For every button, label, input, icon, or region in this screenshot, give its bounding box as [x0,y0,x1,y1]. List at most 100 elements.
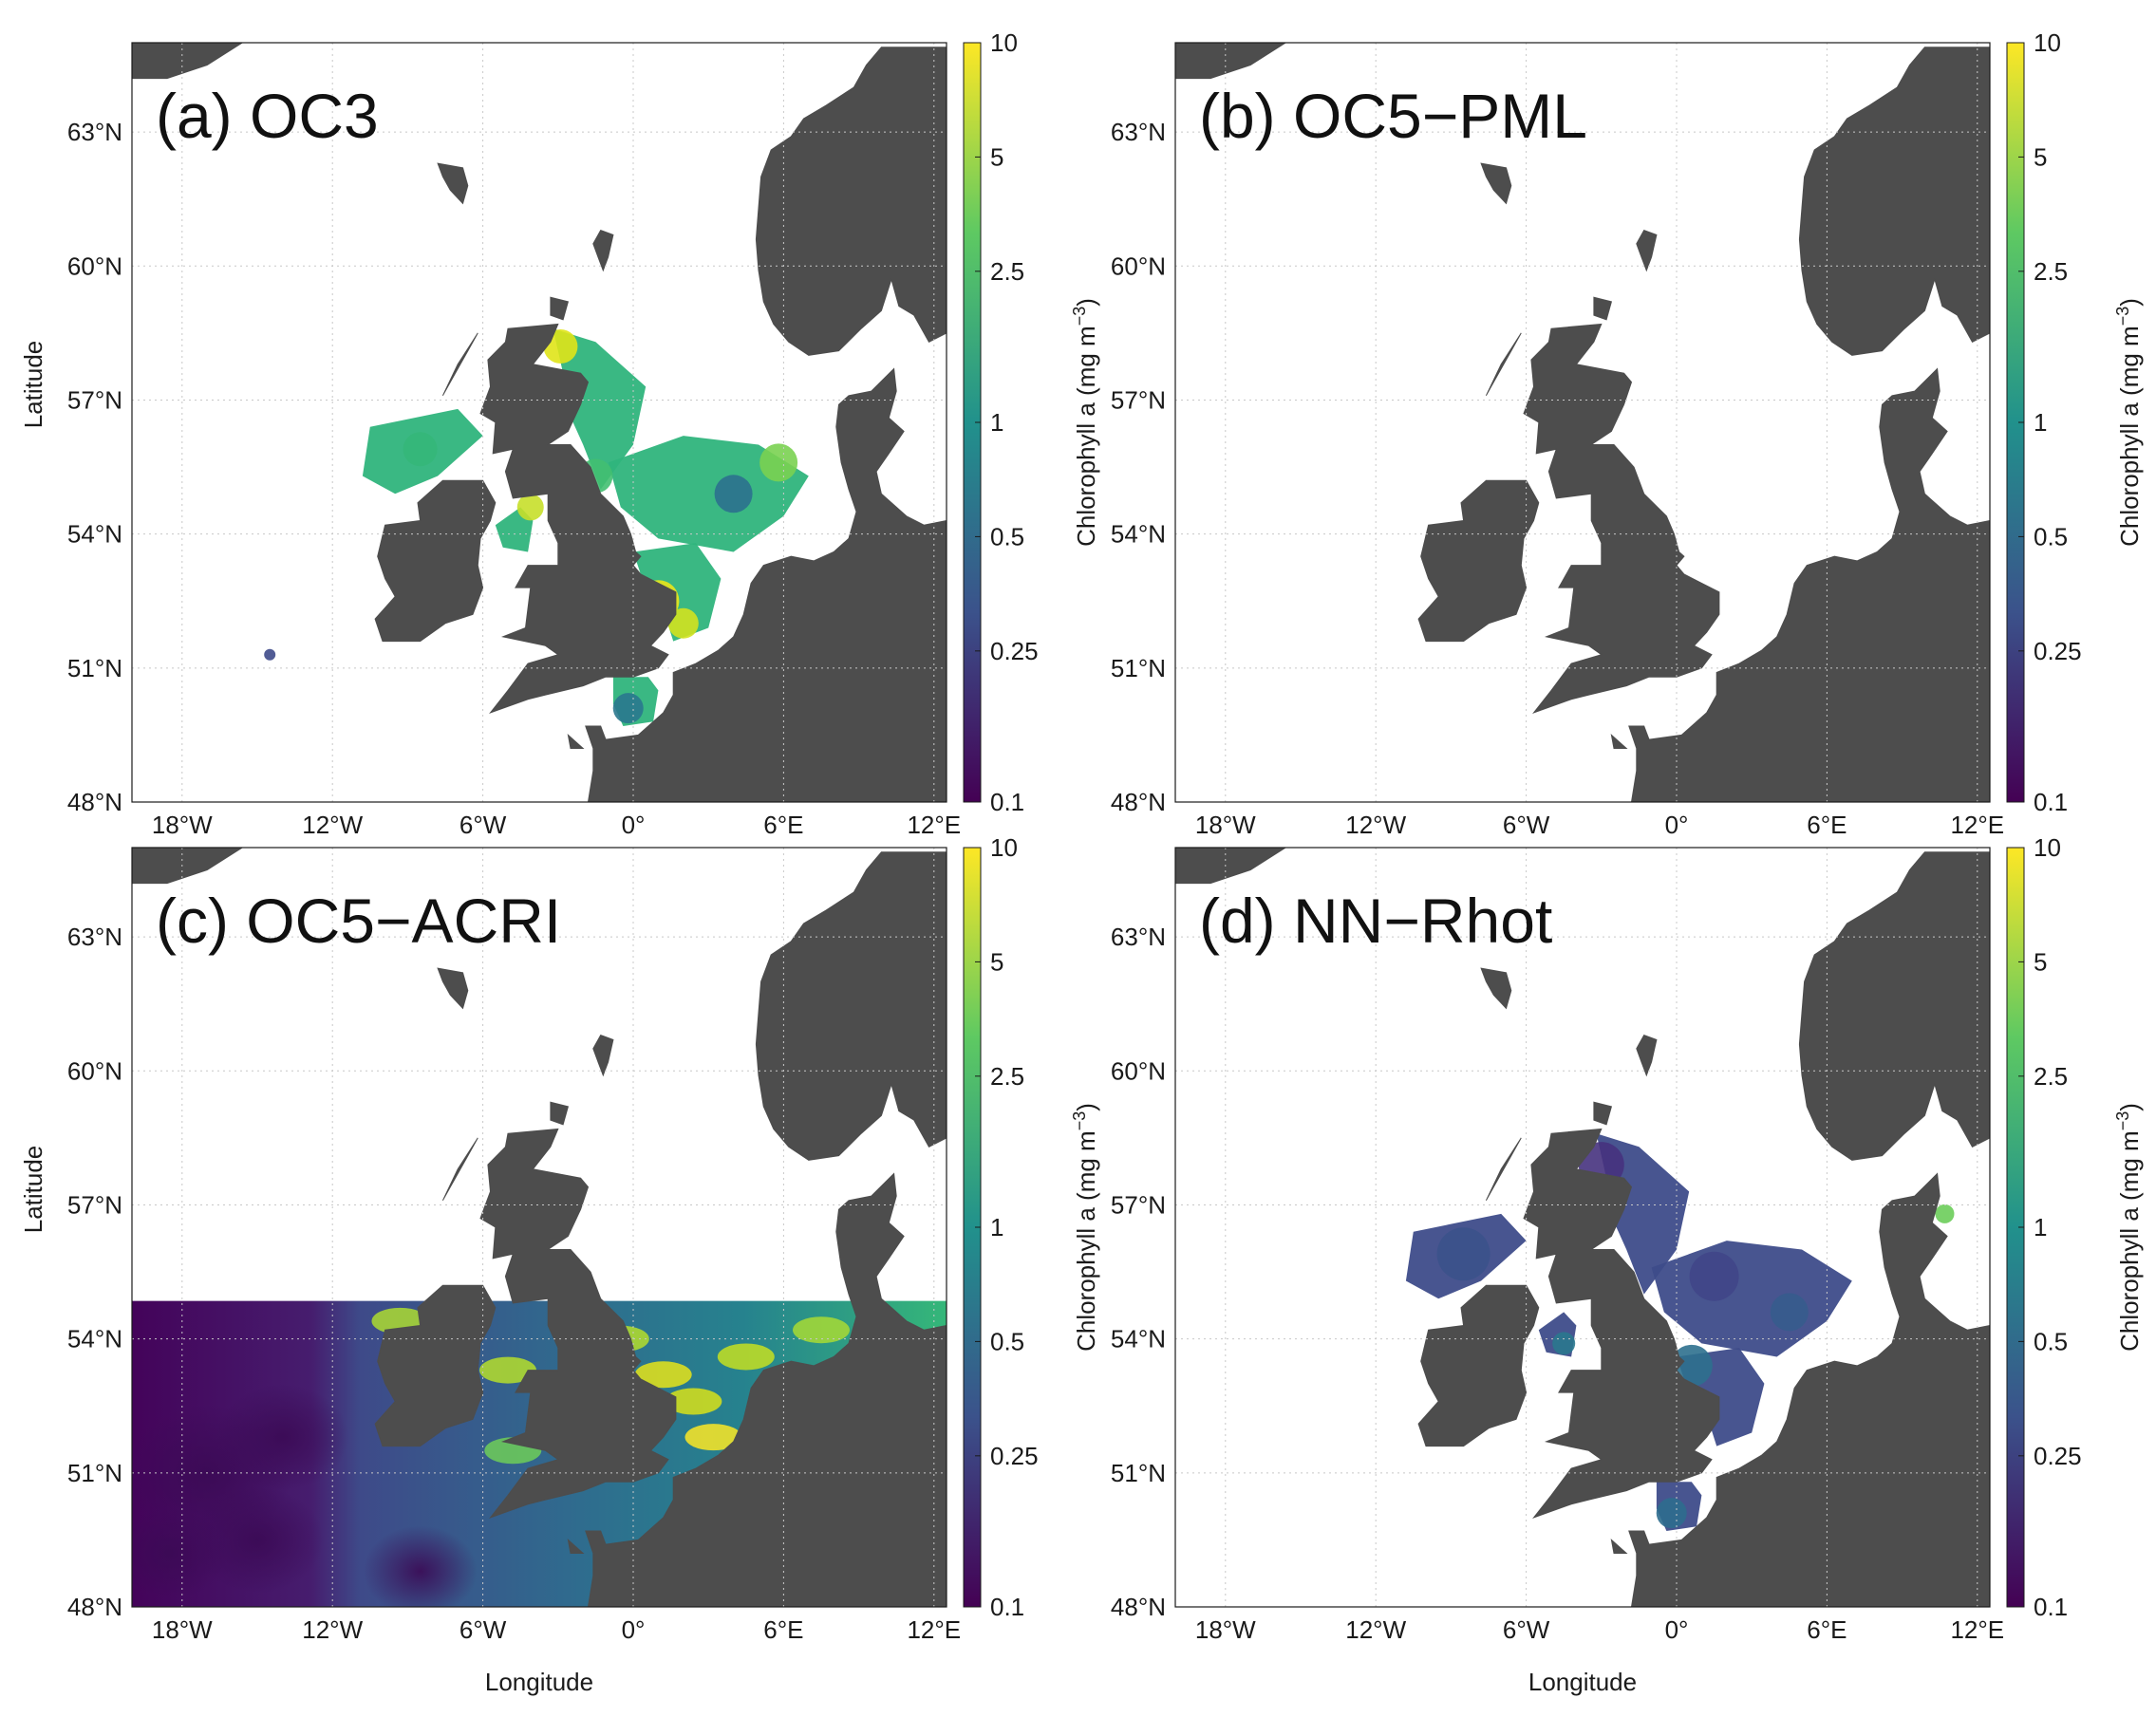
chlorophyll-patch [1770,1293,1809,1332]
lon-tick-label: 6°W [1503,811,1550,839]
map-panel-d: 63°N 60°N 57°N 54°N 51°N 48°N 18°W 12°W 6°W 0° 6°E… [1111,833,2144,1696]
panel-title: (a) OC3 [156,81,379,151]
land-sh [1636,1034,1658,1077]
lon-tick-label: 6°E [1807,811,1847,839]
chlorophyll-patch [667,607,699,639]
land-fu [437,162,469,205]
lat-tick-label: 57°N [1111,385,1166,414]
land-ork [1593,296,1613,321]
panel-title: (b) OC5−PML [1199,81,1587,151]
colorbar-tick-label: 10 [990,28,1018,57]
land-cl [567,1539,585,1554]
colorbar-tick-label: 0.1 [2034,788,2068,816]
land-scan [1798,851,1990,1161]
land-ie [374,479,497,643]
land-ork [1593,1101,1613,1126]
lon-tick-label: 12°E [907,811,961,839]
colorbar-tick-label: 1 [990,408,1003,437]
colorbar-label: Chlorophyll a (mg m−3) [2113,298,2144,547]
colorbar-tick-label: 0.25 [2034,1442,2082,1470]
land-scan [1798,47,1990,356]
lon-tick-label: 18°W [1195,1615,1256,1644]
land-eur [585,1172,947,1607]
lon-tick-label: 12°E [907,1615,961,1644]
land-heb [441,1137,478,1202]
land-scan [755,851,947,1161]
land-fu [437,967,469,1010]
lon-tick-label: 6°W [459,811,507,839]
land-heb [1485,1137,1522,1202]
land-eur [1628,367,1990,802]
high-chlorophyll-patch [793,1316,850,1344]
x-axis-label: Longitude [485,1668,593,1696]
chlorophyll-patch [1552,1332,1576,1355]
y-axis-label: Latitude [19,1146,47,1234]
lat-tick-label: 48°N [67,788,122,816]
map-plot-area [1175,848,1990,1607]
low-chlorophyll-patch [191,1486,324,1594]
low-chlorophyll-patch [363,1525,478,1607]
lon-tick-label: 12°E [1950,1615,2004,1644]
land-cl [1610,734,1628,749]
land-gb [479,323,677,714]
lon-tick-label: 12°W [302,1615,363,1644]
lat-tick-label: 48°N [1111,1593,1166,1621]
land-ice [1175,43,1287,80]
colorbar: 10 5 2.5 1 0.5 0.25 0.1 Chlorophyll a (mg m−3) [963,28,1100,816]
y-axis-label: Latitude [19,341,47,429]
chlorophyll-coverage [608,436,809,552]
colorbar-tick-label: 0.25 [2034,637,2082,665]
lat-tick-label: 57°N [1111,1190,1166,1219]
land-sh [592,229,614,272]
colorbar-tick-label: 0.25 [990,1442,1039,1470]
land-ie [1417,1284,1540,1447]
colorbar-tick-label: 1 [990,1213,1003,1241]
chlorophyll-patch [403,432,438,467]
colorbar-tick-label: 0.5 [990,1327,1024,1355]
lat-tick-label: 60°N [1111,252,1166,280]
lat-tick-label: 63°N [67,118,122,146]
lat-tick-label: 48°N [1111,788,1166,816]
lon-tick-label: 0° [622,1615,646,1644]
lat-tick-label: 51°N [67,654,122,682]
land-ice [132,43,244,80]
land-heb [1485,332,1522,397]
lat-tick-label: 54°N [67,1325,122,1353]
colorbar-tick-label: 1 [2034,408,2047,437]
high-chlorophyll-patch [684,1424,742,1451]
colorbar-tick-label: 5 [990,142,1003,171]
lon-tick-label: 0° [1665,1615,1689,1644]
colorbar-tick-label: 0.1 [990,1593,1024,1621]
panel-title: (d) NN−Rhot [1199,886,1552,956]
high-chlorophyll-patch [634,1361,692,1389]
land-ork [550,296,570,321]
land-fu [1480,162,1512,205]
land-sh [1636,229,1658,272]
colorbar-tick-label: 0.25 [990,637,1039,665]
lon-tick-label: 6°W [1503,1615,1550,1644]
high-chlorophyll-patch [479,1356,536,1384]
colorbar: 10 5 2.5 1 0.5 0.25 0.1 Chlorophyll a (mg m−3) [2006,833,2144,1621]
map-frame [131,42,947,803]
colorbar-tick-label: 0.5 [990,522,1024,551]
colorbar-tick-label: 1 [2034,1213,2047,1241]
chlorophyll-coverage [553,328,647,490]
colorbar-tick-label: 2.5 [990,257,1024,286]
colorbar-label: Chlorophyll a (mg m−3) [1070,298,1100,547]
colorbar-tick-label: 2.5 [2034,257,2068,286]
lon-tick-label: 18°W [152,1615,213,1644]
land-eur [1628,1172,1990,1607]
land-fu [1480,967,1512,1010]
land-ie [1417,479,1540,643]
map-plot-area [132,43,947,802]
x-axis-label: Longitude [1528,1668,1637,1696]
high-chlorophyll-patch [665,1388,722,1415]
lon-tick-label: 12°W [1345,811,1406,839]
lat-tick-label: 60°N [67,252,122,280]
chlorophyll-patch [612,693,644,724]
land-ice [1175,848,1287,885]
colorbar-tick-label: 5 [2034,142,2047,171]
land-cl [1610,1539,1628,1554]
lat-tick-label: 54°N [1111,1325,1166,1353]
